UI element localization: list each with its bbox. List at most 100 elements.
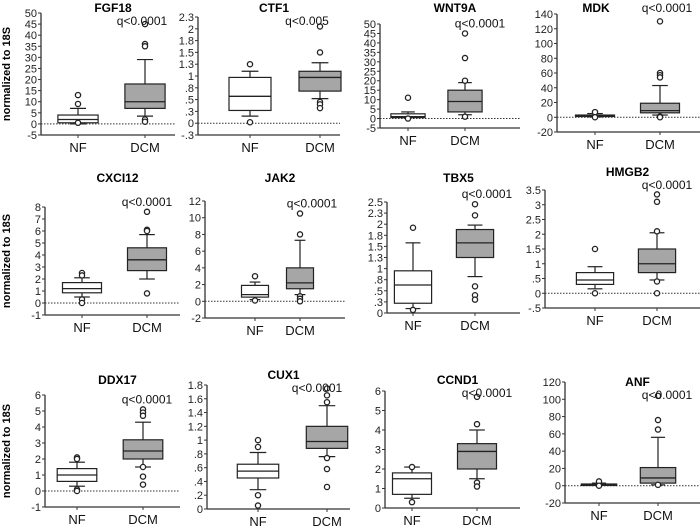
- q-value-label: q<0.0001: [455, 16, 506, 30]
- outlier-point: [316, 49, 324, 56]
- panel-title: TBX5: [443, 171, 474, 185]
- x-category-label: DCM: [462, 513, 492, 528]
- y-tick-label: 3: [535, 200, 541, 212]
- y-tick-label: 0: [547, 112, 553, 124]
- x-category-label: DCM: [305, 140, 335, 155]
- y-tick-label: 1.4: [188, 408, 203, 420]
- outlier-point: [471, 212, 479, 219]
- q-value-label: q<0.0001: [642, 1, 693, 15]
- y-tick-label: 1.5: [526, 244, 541, 256]
- outlier-point: [653, 191, 661, 198]
- outlier-point: [653, 228, 661, 235]
- box-dcm: [285, 210, 315, 305]
- y-tick-label: 45: [25, 19, 37, 31]
- outlier-point: [141, 20, 149, 28]
- panel-ccnd1: CCND1 0 1 2 3 4 5 6 NF DCM q<0.0001: [375, 373, 520, 528]
- y-tick-label: 1.5: [179, 47, 194, 59]
- outlier-point: [654, 481, 662, 489]
- y-tick-label: 6: [375, 386, 381, 398]
- outlier-point: [323, 398, 331, 406]
- iqr-box: [575, 272, 615, 286]
- outlier-point: [143, 227, 151, 235]
- y-tick-label: 12: [189, 196, 201, 208]
- outlier-point: [323, 454, 331, 462]
- iqr-box: [455, 228, 495, 259]
- y-tick-label: 2.3: [179, 12, 194, 24]
- iqr-box: [61, 282, 103, 294]
- y-tick-label: 3.5: [526, 185, 541, 197]
- y-tick-label: 8: [35, 202, 41, 214]
- y-tick-label: 30: [25, 52, 37, 64]
- box-nf: [57, 91, 99, 127]
- iqr-box: [456, 443, 498, 470]
- panel-anf: ANF -20 0 20 40 60 80 100 120 NF DCM q<0.0001: [543, 375, 700, 523]
- outlier-point: [323, 465, 331, 473]
- x-category-label: NF: [241, 140, 258, 155]
- outlier-point: [653, 278, 661, 285]
- y-axis-label: normalized to 18S: [1, 214, 13, 308]
- x-category-label: NF: [399, 133, 416, 148]
- q-value-label: q<0.0001: [122, 195, 173, 209]
- y-tick-label: .2: [194, 490, 203, 502]
- y-tick-label: 50: [25, 8, 37, 20]
- y-tick-label: 25: [364, 66, 376, 78]
- y-tick-label: 0: [35, 298, 41, 310]
- iqr-box: [298, 70, 342, 92]
- q-value-label: q<0.0001: [117, 14, 168, 28]
- box-nf: [580, 478, 618, 489]
- outlier-point: [595, 482, 603, 489]
- y-tick-label: -.5: [528, 303, 541, 315]
- x-category-label: DCM: [128, 512, 158, 527]
- outlier-point: [141, 118, 149, 125]
- y-tick-label: 0: [375, 503, 381, 515]
- y-tick-label: 2: [195, 280, 201, 292]
- y-tick-label: 0: [188, 118, 194, 130]
- iqr-box: [391, 472, 433, 495]
- box-nf: [391, 463, 433, 506]
- iqr-box: [639, 102, 681, 114]
- y-tick-label: 20: [541, 98, 553, 110]
- outlier-point: [78, 299, 86, 307]
- outlier-point: [296, 231, 304, 238]
- box-nf: [56, 454, 98, 495]
- q-value-label: q<0.0001: [292, 381, 343, 395]
- y-tick-label: 8: [195, 229, 201, 241]
- y-tick-label: 45: [364, 28, 376, 40]
- box-nf: [390, 94, 426, 122]
- panel-title: ANF: [625, 375, 650, 389]
- y-tick-label: 1: [535, 259, 541, 271]
- y-tick-label: .6: [194, 463, 203, 475]
- outlier-point: [254, 502, 262, 509]
- y-tick-label: 0: [195, 296, 201, 308]
- x-category-label: NF: [249, 514, 266, 528]
- panel-jak2: JAK2 -2 0 2 4 6 8 10 12 NF DCM q<0.0001: [189, 171, 345, 338]
- y-tick-label: 60: [549, 429, 561, 441]
- box-dcm: [124, 20, 166, 125]
- panel-title: CUX1: [267, 368, 299, 382]
- outlier-point: [404, 94, 412, 101]
- y-tick-label: 0: [31, 119, 37, 131]
- outlier-point: [141, 43, 149, 50]
- iqr-box: [285, 267, 315, 290]
- y-tick-label: 15: [25, 86, 37, 98]
- q-value-label: q<0.0001: [642, 178, 693, 192]
- y-tick-label: 1.2: [188, 421, 203, 433]
- outlier-point: [296, 210, 304, 217]
- outlier-point: [323, 483, 331, 491]
- outlier-point: [473, 483, 481, 490]
- y-tick-label: 6: [35, 226, 41, 238]
- y-tick-label: 35: [364, 47, 376, 59]
- y-tick-label: 4: [35, 250, 41, 262]
- outlier-point: [656, 74, 664, 81]
- box-dcm: [298, 23, 342, 112]
- y-tick-label: 2: [377, 219, 383, 231]
- y-tick-label: 120: [543, 377, 561, 389]
- outlier-point: [408, 463, 416, 471]
- y-tick-label: 5: [35, 238, 41, 250]
- y-tick-label: .3: [374, 297, 383, 309]
- y-tick-label: 2: [535, 229, 541, 241]
- outlier-point: [656, 114, 664, 121]
- panel-mdk: MDK -20 0 20 40 60 80 100 120 140 NF DCM q<0.0001: [535, 1, 700, 152]
- y-tick-label: 5: [31, 108, 37, 120]
- box-dcm: [305, 385, 349, 491]
